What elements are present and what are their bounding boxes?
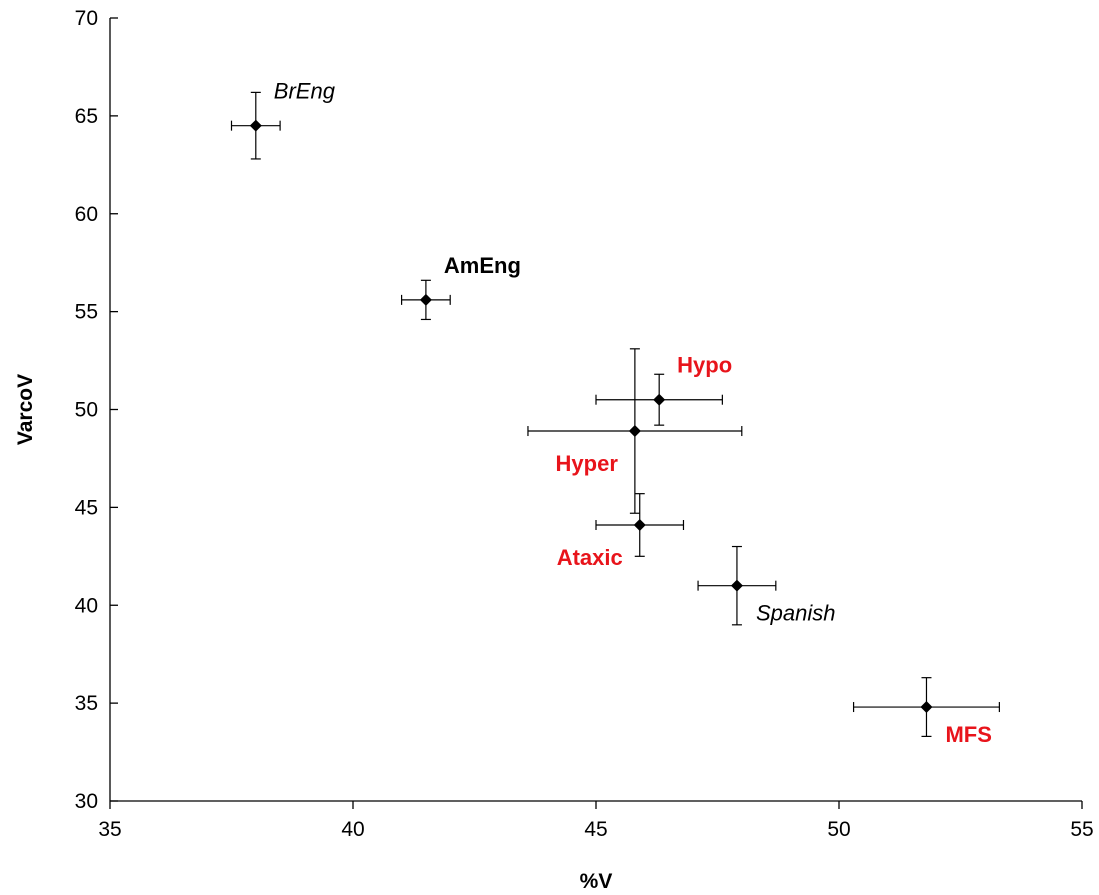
data-point-group: Hyper <box>527 348 743 514</box>
data-point-marker <box>249 119 262 132</box>
y-tick-label: 30 <box>75 790 98 813</box>
data-point-label: Hyper <box>556 451 619 476</box>
y-tick-label: 60 <box>75 203 98 226</box>
data-point-group: Spanish <box>697 545 836 626</box>
x-tick-label: 50 <box>827 818 850 841</box>
x-tick-label: 35 <box>98 818 121 841</box>
y-tick-label: 35 <box>75 692 98 715</box>
y-tick-label: 50 <box>75 399 98 422</box>
data-points: BrEng AmEng Hypo Hyper Ataxic Spanish MFS <box>230 79 1000 747</box>
data-point-marker <box>419 293 432 306</box>
y-tick-label: 55 <box>75 301 98 324</box>
data-point-label: BrEng <box>274 79 336 104</box>
data-point-marker <box>628 425 641 438</box>
x-tick-label: 45 <box>584 818 607 841</box>
y-tick-label: 70 <box>75 7 98 30</box>
x-axis-title: %V <box>580 870 613 893</box>
x-tick-label: 55 <box>1070 818 1093 841</box>
data-point-group: Hypo <box>595 353 732 426</box>
data-point-group: MFS <box>852 677 1000 747</box>
data-point-marker <box>653 393 666 406</box>
data-point-label: MFS <box>945 722 991 747</box>
data-point-marker <box>633 518 646 531</box>
y-tick-label: 40 <box>75 594 98 617</box>
data-point-label: AmEng <box>444 253 521 278</box>
data-point-label: Ataxic <box>557 545 623 570</box>
data-point-group: BrEng <box>230 79 336 160</box>
y-axis-title: VarcoV <box>14 374 37 445</box>
data-point-label: Hypo <box>677 353 732 378</box>
y-tick-label: 65 <box>75 105 98 128</box>
y-ticks: 30 35 40 45 50 55 60 65 70 <box>75 7 118 813</box>
x-tick-label: 40 <box>341 818 364 841</box>
y-tick-label: 45 <box>75 496 98 519</box>
data-point-group: AmEng <box>401 253 521 321</box>
data-point-label: Spanish <box>756 601 836 626</box>
x-ticks: 35 40 45 50 55 <box>98 801 1094 841</box>
data-point-marker <box>730 579 743 592</box>
data-point-marker <box>920 701 933 714</box>
data-point-group: Ataxic <box>557 493 685 570</box>
